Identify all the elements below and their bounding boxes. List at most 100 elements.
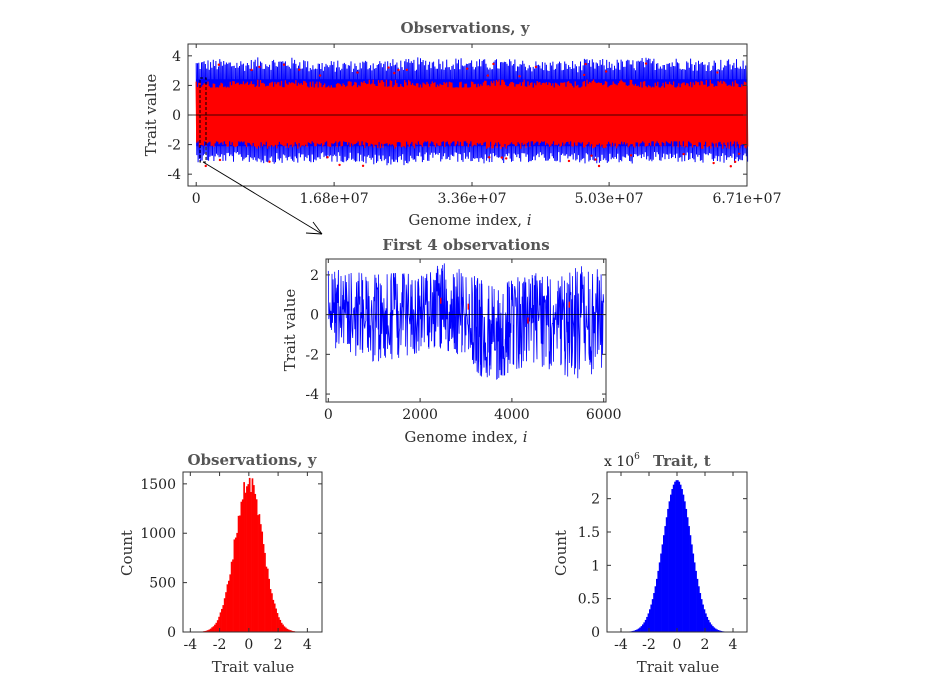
histy-bar [223,598,226,632]
histt-bar [695,570,697,632]
histy-bar [287,629,290,632]
top-red-point [644,62,648,65]
top-red-point [387,66,390,69]
top-red-point [486,74,489,77]
histt-bar [702,604,704,632]
top-red-point [326,156,329,159]
histt-bar [635,630,637,632]
histy-bar [279,619,282,632]
top-ytick-label: 0 [172,108,181,124]
histy-bar [253,485,255,632]
histt-bar [656,578,658,632]
histt-bar [719,630,721,632]
top-red-point [338,163,341,167]
histy-bar [286,628,289,632]
histt-bar [679,484,682,632]
top-red-point [604,70,608,73]
histt-bar [670,494,672,632]
histt-bar [717,630,720,632]
zoom-xtick-label: 0 [324,407,333,423]
hist-t-plot-area [626,480,728,632]
histt-bar [646,616,648,632]
top-red-point [405,68,409,72]
histy-bar [289,630,291,632]
histy-bar [240,501,243,632]
histt-bar [713,627,716,632]
top-red-point [584,62,587,66]
histy-bar [258,514,261,632]
histy-bar [283,626,286,632]
histt-bar [654,586,657,632]
top-red-point [488,156,491,159]
top-red-point [500,156,504,159]
histy-bar [255,499,258,632]
histy-bar [233,539,236,632]
panel-histogram-trait: x 106 Trait, t -4 -2 0 2 4 0 0.5 1 1.5 2 Count Tr… [552,452,748,676]
histt-bar [709,622,711,632]
histt-bar [661,544,664,632]
histy-bar [269,589,272,632]
hist-y-axes-frame [182,471,323,633]
histy-bar [284,627,287,632]
histt-bar [642,624,644,632]
zoom-ticks: 0 2000 4000 6000 -4 -2 0 2 [305,259,622,423]
histt-bar [707,619,710,632]
histy-bar [272,599,275,632]
top-red-point [397,68,400,72]
zoom-ytick-label: 2 [310,268,319,284]
zoom-xlabel-italic: i [523,428,528,446]
histy-bar [214,624,216,632]
top-red-point [492,62,495,66]
top-red-point [361,164,365,168]
histy-bar [247,484,250,632]
histy-bar [221,608,223,632]
top-red-point [465,67,469,70]
histy-bar [207,630,209,632]
top-red-point [712,161,715,165]
histt-bar [664,526,667,632]
histy-bar [229,574,232,632]
histy-bar [230,561,233,632]
top-red-point [504,157,508,160]
histt-bar [693,562,696,632]
histt-bar [692,553,695,632]
histt-bar [677,480,679,632]
histy-bar [222,605,225,632]
histt-bar [649,609,651,632]
top-red-point [298,68,301,71]
histt-bar [639,627,641,632]
hist-y-title: Observations, y [187,451,317,469]
histy-bar [261,531,264,632]
top-red-point [250,68,253,72]
panel-histogram-observations: Observations, y -4 -2 0 2 4 0 500 1000 1500 Coun… [118,451,323,676]
histt-bar [637,628,640,632]
top-xlabel-italic: i [527,211,532,229]
histy-bar [282,624,284,632]
zoom-xtick-label: 4000 [494,407,530,423]
top-red-point [567,159,571,163]
top-red-point [729,165,733,168]
top-red-point [716,71,719,74]
top-red-point [733,160,737,164]
top-ytick-label: -2 [167,138,181,154]
histy-bar [244,492,247,632]
histt-xtick-label: 4 [729,637,738,653]
zoom-indicator [199,77,323,235]
histt-bar [643,622,646,632]
hist-t-exponent-base: x 10 [604,454,634,470]
histy-bar [237,515,240,632]
top-red-point [534,65,538,69]
histt-bar [650,604,653,632]
histy-bar [215,622,218,632]
histt-bar [684,501,686,632]
histy-bar [243,482,245,632]
histt-bar [681,489,683,632]
histt-bar [699,593,702,632]
top-xtick-label: 6.71e+07 [712,191,781,207]
histy-bar [250,491,252,632]
histt-bar [663,535,665,632]
histy-bar [262,544,265,632]
histy-bar [273,603,276,632]
histy-xtick-label: 4 [303,637,312,653]
